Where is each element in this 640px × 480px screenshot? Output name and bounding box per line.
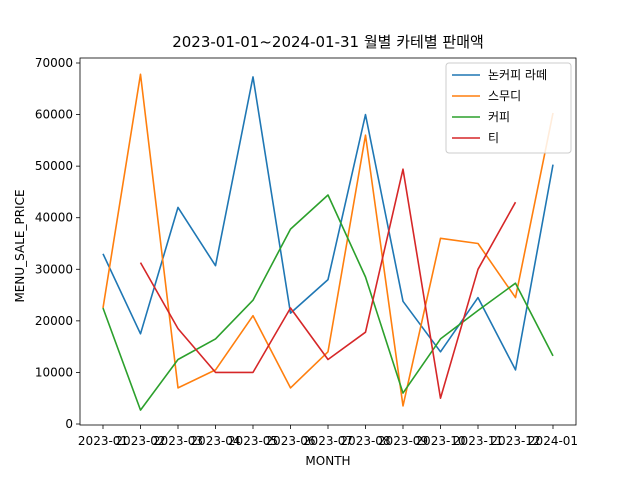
x-tick-label: 2023-06 — [265, 434, 315, 448]
x-tick-label: 2023-09 — [378, 434, 428, 448]
legend-label: 스무디 — [488, 89, 521, 103]
y-tick-label: 70000 — [35, 56, 73, 70]
series-line — [102, 76, 554, 371]
series-line — [139, 168, 517, 399]
y-tick-label: 30000 — [35, 262, 73, 276]
y-tick-label: 40000 — [35, 211, 73, 225]
x-tick-label: 2023-02 — [115, 434, 165, 448]
x-tick-label: 2023-08 — [340, 434, 390, 448]
legend-label: 티 — [488, 131, 499, 145]
y-tick-label: 10000 — [35, 365, 73, 379]
x-tick-label: 2024-01 — [528, 434, 578, 448]
x-tick-label: 2023-03 — [153, 434, 203, 448]
plot-area: 0 10000 20000 30000 40000 50000 60000 70000 2023… — [35, 56, 578, 448]
y-tick-label: 20000 — [35, 314, 73, 328]
legend-label: 커피 — [488, 110, 510, 124]
x-tick-label: 2023-12 — [490, 434, 540, 448]
y-tick-label: 60000 — [35, 108, 73, 122]
x-tick-label: 2023-11 — [453, 434, 503, 448]
y-tick-label: 50000 — [35, 159, 73, 173]
y-tick-label: 0 — [65, 417, 73, 431]
y-axis-label: MENU_SALE_PRICE — [13, 189, 27, 302]
x-tick-label: 2023-05 — [228, 434, 278, 448]
x-tick-label: 2023-01 — [78, 434, 128, 448]
chart-title: 2023-01-01~2024-01-31 월별 카테별 판매액 — [172, 33, 484, 51]
x-tick-label: 2023-04 — [190, 434, 240, 448]
x-tick-label: 2023-10 — [415, 434, 465, 448]
x-tick-label: 2023-07 — [303, 434, 353, 448]
series-line — [102, 194, 554, 411]
legend-label: 논커피 라떼 — [488, 68, 547, 82]
series-line — [102, 73, 554, 407]
legend-box — [445, 62, 572, 154]
x-axis-label: MONTH — [305, 454, 350, 468]
